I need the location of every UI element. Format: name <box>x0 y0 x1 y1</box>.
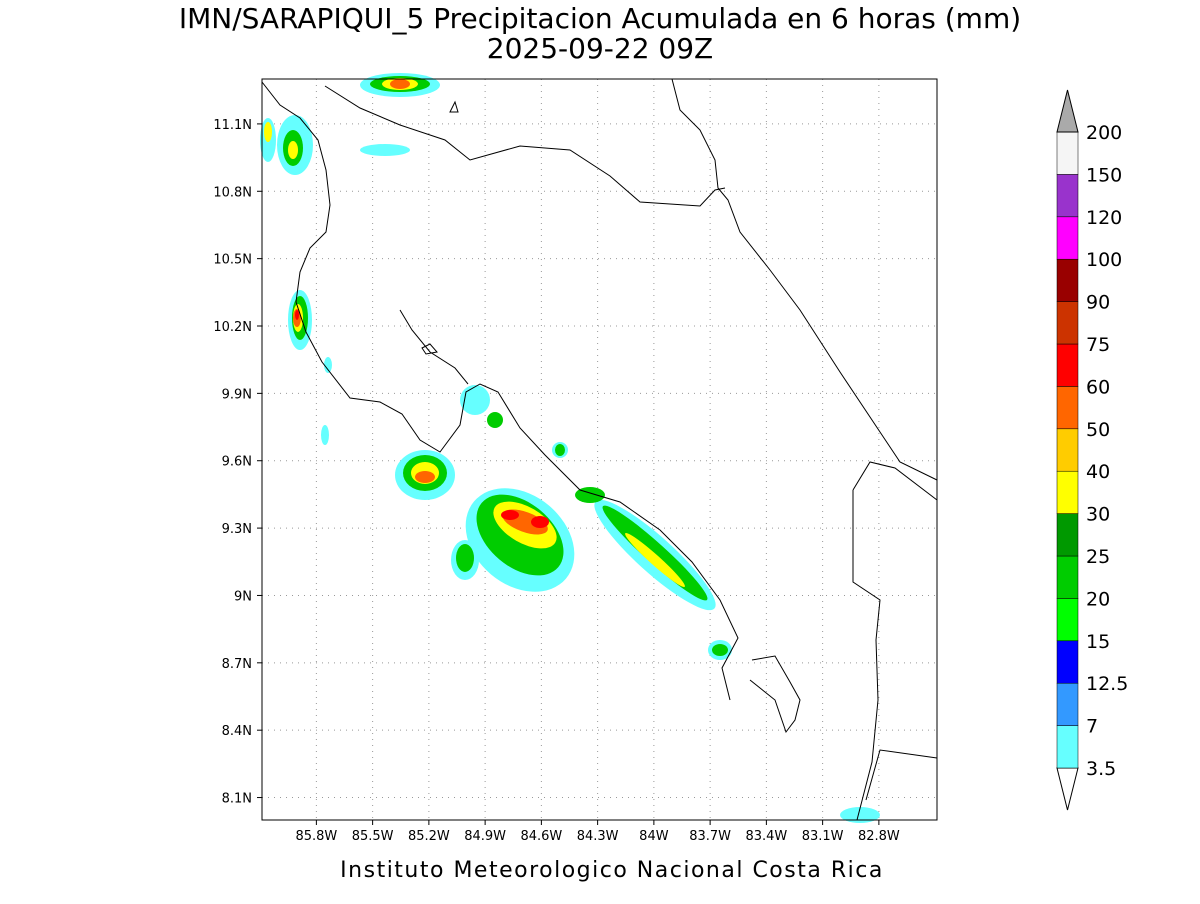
x-tick-label: 85.8W <box>295 829 337 844</box>
colorbar-bin <box>1056 428 1079 472</box>
colorbar-label: 12.5 <box>1086 673 1128 695</box>
colorbar-bin <box>1056 174 1079 218</box>
colorbar-bin <box>1056 258 1079 302</box>
colorbar-label: 100 <box>1086 249 1122 271</box>
colorbar-label: 40 <box>1086 461 1110 483</box>
x-tick-label: 85.5W <box>352 829 394 844</box>
precipitation <box>260 73 880 823</box>
colorbar-over <box>1056 89 1079 133</box>
y-tick-label: 10.2N <box>213 320 252 335</box>
colorbar-label: 3.5 <box>1086 758 1116 780</box>
colorbar-label: 50 <box>1086 419 1110 441</box>
x-tick-label: 84.3W <box>577 829 619 844</box>
colorbar-label: 20 <box>1086 588 1110 610</box>
x-tick-label: 83.1W <box>802 829 844 844</box>
x-tick-label: 84.9W <box>464 829 506 844</box>
colorbar-bin <box>1056 343 1079 387</box>
colorbar-bin <box>1056 555 1079 599</box>
colorbar-bin <box>1056 682 1079 726</box>
colorbar-label: 7 <box>1086 716 1098 738</box>
colorbar-label: 90 <box>1086 292 1110 314</box>
y-tick-label: 9.9N <box>222 387 252 402</box>
colorbar-label: 200 <box>1086 122 1122 144</box>
colorbar-bin <box>1056 598 1079 642</box>
subtitle: 2025-09-22 09Z <box>487 32 713 65</box>
colorbar-label: 15 <box>1086 631 1110 653</box>
colorbar-label: 120 <box>1086 207 1122 229</box>
colorbar-bin <box>1056 470 1079 514</box>
coastlines <box>261 78 938 821</box>
plot-frame <box>261 78 938 821</box>
y-tick-label: 8.7N <box>222 657 252 672</box>
colorbar-label: 75 <box>1086 334 1110 356</box>
x-tick-label: 83.4W <box>745 829 787 844</box>
colorbar-bin <box>1056 640 1079 684</box>
x-tick-label: 84.6W <box>520 829 562 844</box>
x-tick-label: 85.2W <box>408 829 450 844</box>
y-tick-label: 8.1N <box>222 792 252 807</box>
y-tick-label: 11.1N <box>213 118 252 133</box>
colorbar-label: 25 <box>1086 546 1110 568</box>
colorbar-label: 150 <box>1086 164 1122 186</box>
y-tick-label: 9.3N <box>222 522 252 537</box>
x-tick-label: 82.8W <box>858 829 900 844</box>
colorbar-bin <box>1056 216 1079 260</box>
grid <box>262 79 937 820</box>
colorbar-bin <box>1056 131 1079 175</box>
footer: Instituto Meteorologico Nacional Costa R… <box>340 858 884 883</box>
colorbar-bin <box>1056 725 1079 769</box>
title: IMN/SARAPIQUI_5 Precipitacion Acumulada … <box>179 2 1021 35</box>
y-tick-label: 10.8N <box>213 185 252 200</box>
x-tick-label: 83.7W <box>689 829 731 844</box>
colorbar: 3.5 7 12.5 15 20 25 30 40 50 60 75 90 100 120 150 200 <box>1056 89 1128 811</box>
colorbar-under <box>1056 767 1079 811</box>
x-tick-label: 84W <box>639 829 669 844</box>
y-tick-label: 9N <box>234 589 252 604</box>
ticks: 85.8W 85.5W 85.2W 84.9W 84.6W 84.3W 84W 83.7W 83… <box>213 118 900 844</box>
colorbar-bin <box>1056 301 1079 345</box>
y-tick-label: 10.5N <box>213 253 252 268</box>
colorbar-bin <box>1056 386 1079 430</box>
y-tick-label: 9.6N <box>222 455 252 470</box>
colorbar-label: 60 <box>1086 376 1110 398</box>
colorbar-bin <box>1056 513 1079 557</box>
colorbar-label: 30 <box>1086 504 1110 526</box>
y-tick-label: 8.4N <box>222 724 252 739</box>
